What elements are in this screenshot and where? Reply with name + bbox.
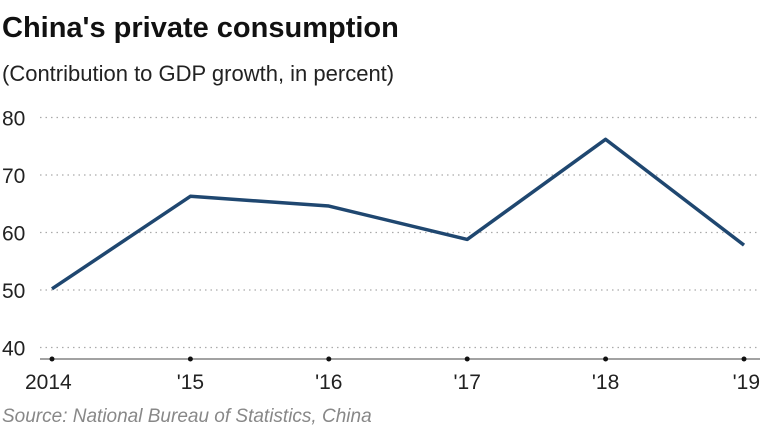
chart-title: China's private consumption (2, 12, 399, 44)
y-tick-label: 60 (2, 223, 25, 246)
x-tick-label: '19 (733, 371, 760, 394)
x-tick-dot (603, 356, 609, 362)
x-tick-dot (741, 356, 747, 362)
x-tick-dot (326, 356, 332, 362)
y-tick-label: 70 (2, 165, 25, 188)
source-note: Source: National Bureau of Statistics, C… (2, 406, 372, 427)
x-tick-label: '16 (315, 371, 342, 394)
y-tick-label: 40 (2, 338, 25, 361)
series-line (51, 137, 746, 291)
x-tick-label: '15 (177, 371, 204, 394)
y-tick-label: 80 (2, 108, 25, 131)
x-tick-dot (49, 356, 55, 362)
x-tick-label: 2014 (25, 371, 72, 394)
x-tick-dot (464, 356, 470, 362)
x-tick-dot (187, 356, 193, 362)
chart-subtitle: (Contribution to GDP growth, in percent) (2, 61, 395, 86)
y-tick-label: 50 (2, 280, 25, 303)
x-tick-label: '17 (454, 371, 481, 394)
x-tick-label: '18 (592, 371, 619, 394)
